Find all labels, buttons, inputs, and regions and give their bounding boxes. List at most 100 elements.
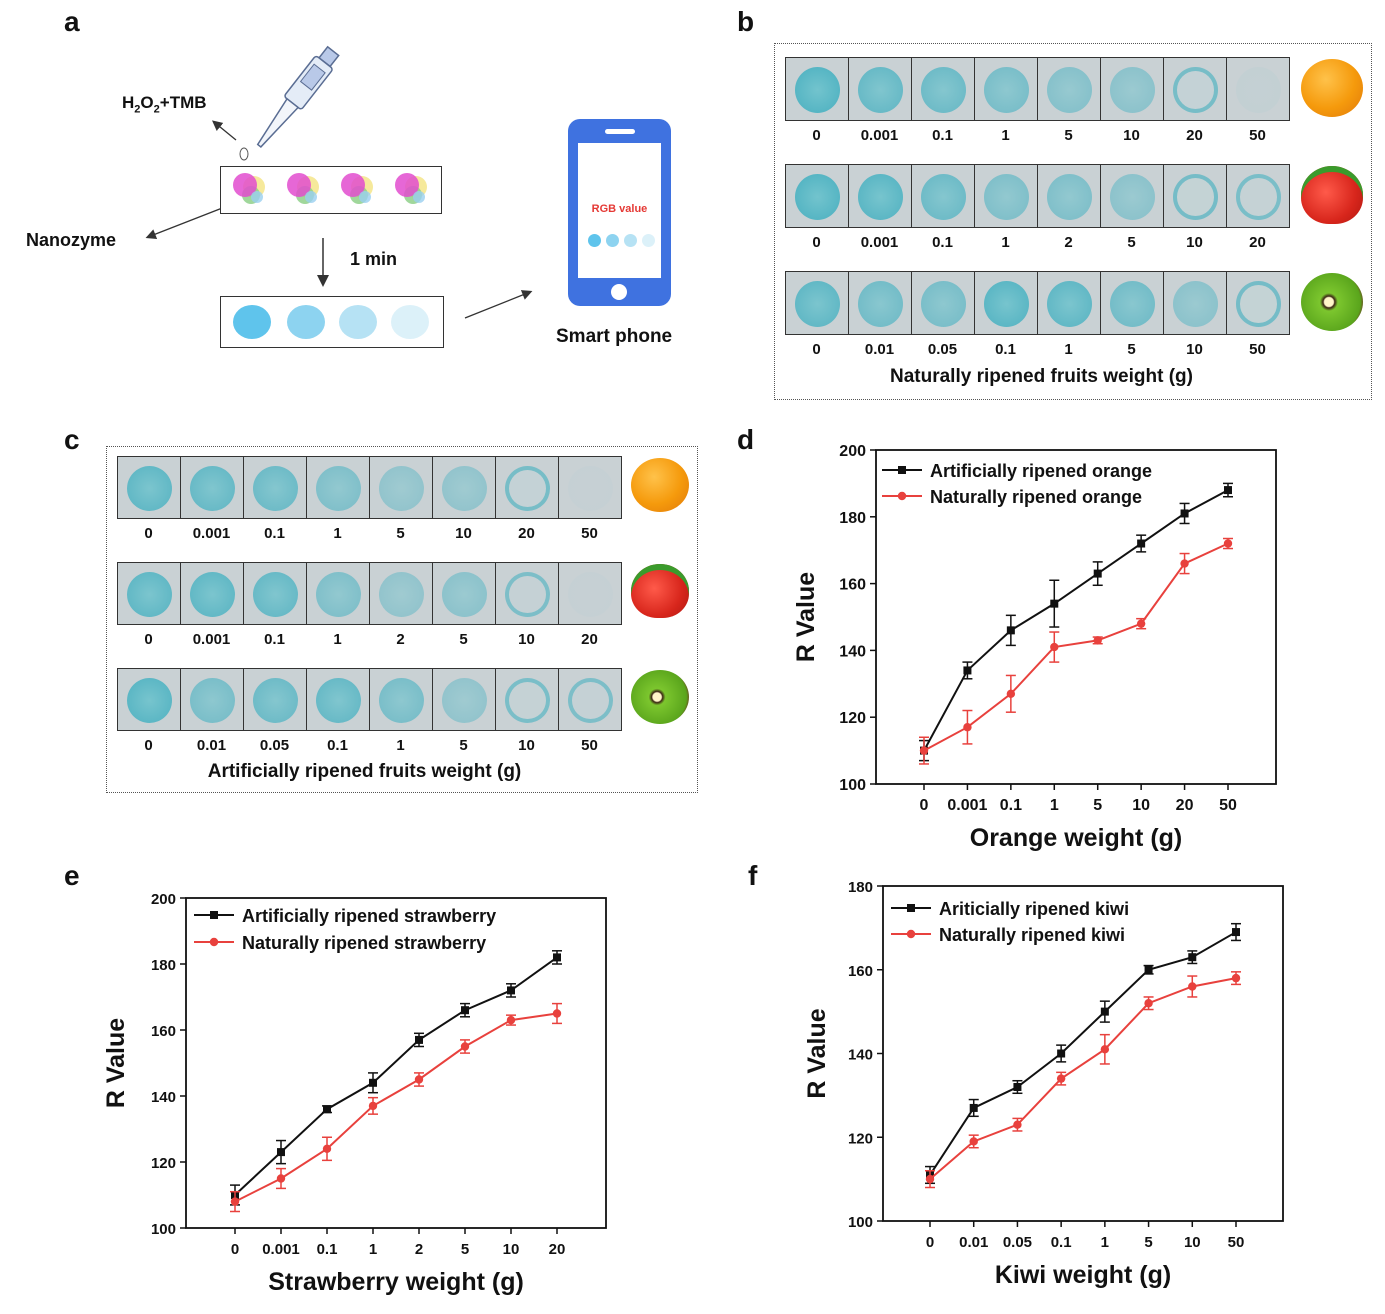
data-point bbox=[963, 666, 972, 675]
colorimetric-spot bbox=[794, 173, 841, 221]
tile-weight-label: 5 bbox=[1127, 341, 1136, 358]
strawberry-icon bbox=[1301, 166, 1363, 224]
test-strip-tile bbox=[911, 271, 975, 335]
y-tick-label: 200 bbox=[151, 891, 176, 908]
x-tick-label: 0 bbox=[926, 1234, 934, 1251]
test-strip-tile bbox=[558, 668, 622, 731]
legend-marker bbox=[907, 904, 915, 912]
nanozyme-blob-blue bbox=[305, 191, 317, 203]
arrow-phone bbox=[464, 290, 533, 319]
nanozyme-blobs bbox=[233, 173, 427, 204]
phone-dot bbox=[642, 234, 655, 247]
legend-marker bbox=[897, 491, 907, 501]
series-artificial bbox=[230, 950, 562, 1206]
colorimetric-spot bbox=[1235, 280, 1282, 328]
colorimetric-spot bbox=[189, 571, 236, 618]
panel-b-caption: Naturally ripened fruits weight (g) bbox=[890, 366, 1193, 387]
data-point bbox=[553, 953, 561, 962]
data-point bbox=[322, 1144, 332, 1153]
tile-weight-label: 5 bbox=[1127, 234, 1136, 251]
chart-d-orange: 100 120 140 160 180 200 0 0.001 0.1 1 5 10 20 50 Orang… bbox=[792, 443, 1277, 852]
reagent-label: H2O2+TMB bbox=[122, 93, 207, 115]
y-tick-label: 180 bbox=[839, 510, 866, 527]
colorimetric-spot bbox=[126, 677, 173, 724]
y-tick-label: 100 bbox=[848, 1214, 873, 1231]
kiwi-icon bbox=[1301, 273, 1363, 331]
data-point bbox=[277, 1148, 285, 1157]
strawberry-icon bbox=[631, 564, 689, 618]
test-strip-tile bbox=[1100, 164, 1164, 228]
tile-weight-label: 1 bbox=[333, 525, 342, 542]
tile-weight-label: 50 bbox=[581, 737, 598, 754]
tile-weight-label: 20 bbox=[518, 525, 535, 542]
y-axis-label: R Value bbox=[792, 572, 820, 662]
series-line bbox=[923, 489, 1229, 752]
colorimetric-spot bbox=[983, 66, 1030, 114]
series-line bbox=[929, 931, 1237, 1176]
y-tick-label: 100 bbox=[151, 1221, 176, 1238]
data-point bbox=[925, 1174, 935, 1184]
test-strip-tile bbox=[495, 562, 559, 625]
tile-weight-label: 0.01 bbox=[864, 341, 895, 358]
test-strip-tile bbox=[432, 456, 496, 519]
x-tick-label: 0.1 bbox=[317, 1241, 338, 1258]
test-strip-tile bbox=[1163, 271, 1227, 335]
data-point bbox=[1056, 1074, 1066, 1083]
plot-frame bbox=[185, 897, 607, 1229]
tile-weight-label: 1 bbox=[1064, 341, 1073, 358]
tile-weight-label: 5 bbox=[459, 737, 468, 754]
tile-weight-label: 0.1 bbox=[995, 341, 1016, 358]
panel-c-box bbox=[106, 446, 698, 793]
tile-weight-label: 0.01 bbox=[196, 737, 227, 754]
data-point bbox=[552, 1009, 562, 1018]
panel-b-box bbox=[774, 43, 1372, 400]
x-tick-label: 0.01 bbox=[959, 1234, 988, 1251]
legend-label: Ariticially ripened kiwi bbox=[939, 899, 1129, 919]
colorimetric-spot bbox=[378, 571, 425, 618]
x-tick-label: 10 bbox=[1184, 1234, 1201, 1251]
panel-letter-c: c bbox=[64, 424, 80, 455]
x-tick-label: 5 bbox=[461, 1241, 469, 1258]
data-point bbox=[461, 1006, 469, 1015]
phone-dot bbox=[624, 234, 637, 247]
colorimetric-spot bbox=[1046, 280, 1093, 328]
data-point bbox=[1050, 642, 1059, 652]
x-tick-label: 20 bbox=[1176, 797, 1194, 814]
tile-weight-label: 50 bbox=[581, 525, 598, 542]
tile-weight-label: 2 bbox=[1064, 234, 1073, 251]
data-point bbox=[507, 986, 515, 995]
tile-weight-label: 50 bbox=[1249, 127, 1266, 144]
x-tick-label: 1 bbox=[1050, 797, 1059, 814]
colorimetric-spot bbox=[504, 677, 551, 724]
test-strip-tile bbox=[785, 164, 849, 228]
x-tick-label: 0.05 bbox=[1003, 1234, 1032, 1251]
pipette-icon bbox=[239, 45, 340, 161]
tile-weight-label: 0.1 bbox=[932, 234, 953, 251]
tile-weight-label: 0.05 bbox=[927, 341, 958, 358]
reagent-h-letter: H bbox=[122, 93, 135, 112]
reagent-o: O bbox=[140, 93, 154, 112]
test-strip-tile bbox=[432, 668, 496, 731]
test-strip-tile bbox=[1226, 57, 1290, 121]
x-axis-label: Kiwi weight (g) bbox=[995, 1261, 1171, 1289]
colorimetric-spot bbox=[857, 66, 904, 114]
x-tick-label: 10 bbox=[1132, 797, 1150, 814]
tile-weight-label: 1 bbox=[1001, 127, 1010, 144]
colorimetric-spot bbox=[1172, 66, 1219, 114]
colorimetric-spot bbox=[315, 465, 362, 512]
panel-letter-b: b bbox=[737, 6, 755, 37]
data-point bbox=[919, 746, 929, 755]
tile-weight-label: 50 bbox=[1249, 341, 1266, 358]
colorimetric-spot bbox=[920, 173, 967, 221]
tile-weight-label: 0 bbox=[144, 737, 153, 754]
colorimetric-spot bbox=[441, 465, 488, 512]
reagent-tmb: +TMB bbox=[159, 93, 207, 112]
colorimetric-spot bbox=[378, 465, 425, 512]
data-point bbox=[963, 723, 972, 732]
panel-letter-a: a bbox=[64, 6, 80, 37]
phone-home-button bbox=[611, 284, 627, 300]
legend-label: Naturally ripened kiwi bbox=[939, 925, 1125, 945]
test-strip-tile bbox=[848, 164, 912, 228]
test-strip-tile bbox=[558, 562, 622, 625]
tile-weight-label: 20 bbox=[1249, 234, 1266, 251]
